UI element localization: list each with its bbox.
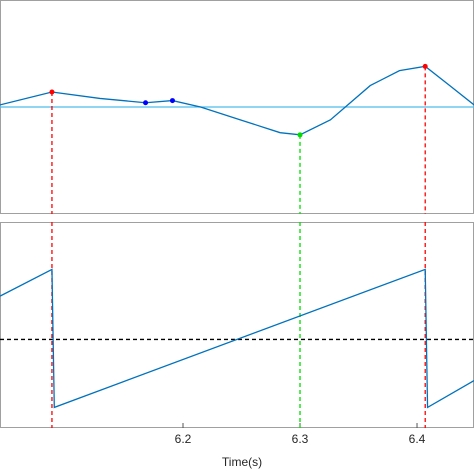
x-tick-label: 6.2 xyxy=(175,432,192,446)
signal-line xyxy=(0,65,474,136)
marker xyxy=(143,100,149,106)
marker xyxy=(422,63,428,69)
marker xyxy=(169,98,175,104)
x-tick-label: 6.4 xyxy=(409,432,426,446)
marker xyxy=(49,89,55,95)
x-axis-label: Time(s) xyxy=(222,455,262,469)
axes-box xyxy=(0,222,474,428)
x-tick-label: 6.3 xyxy=(292,432,309,446)
signal-line xyxy=(0,268,474,409)
marker xyxy=(297,132,303,138)
